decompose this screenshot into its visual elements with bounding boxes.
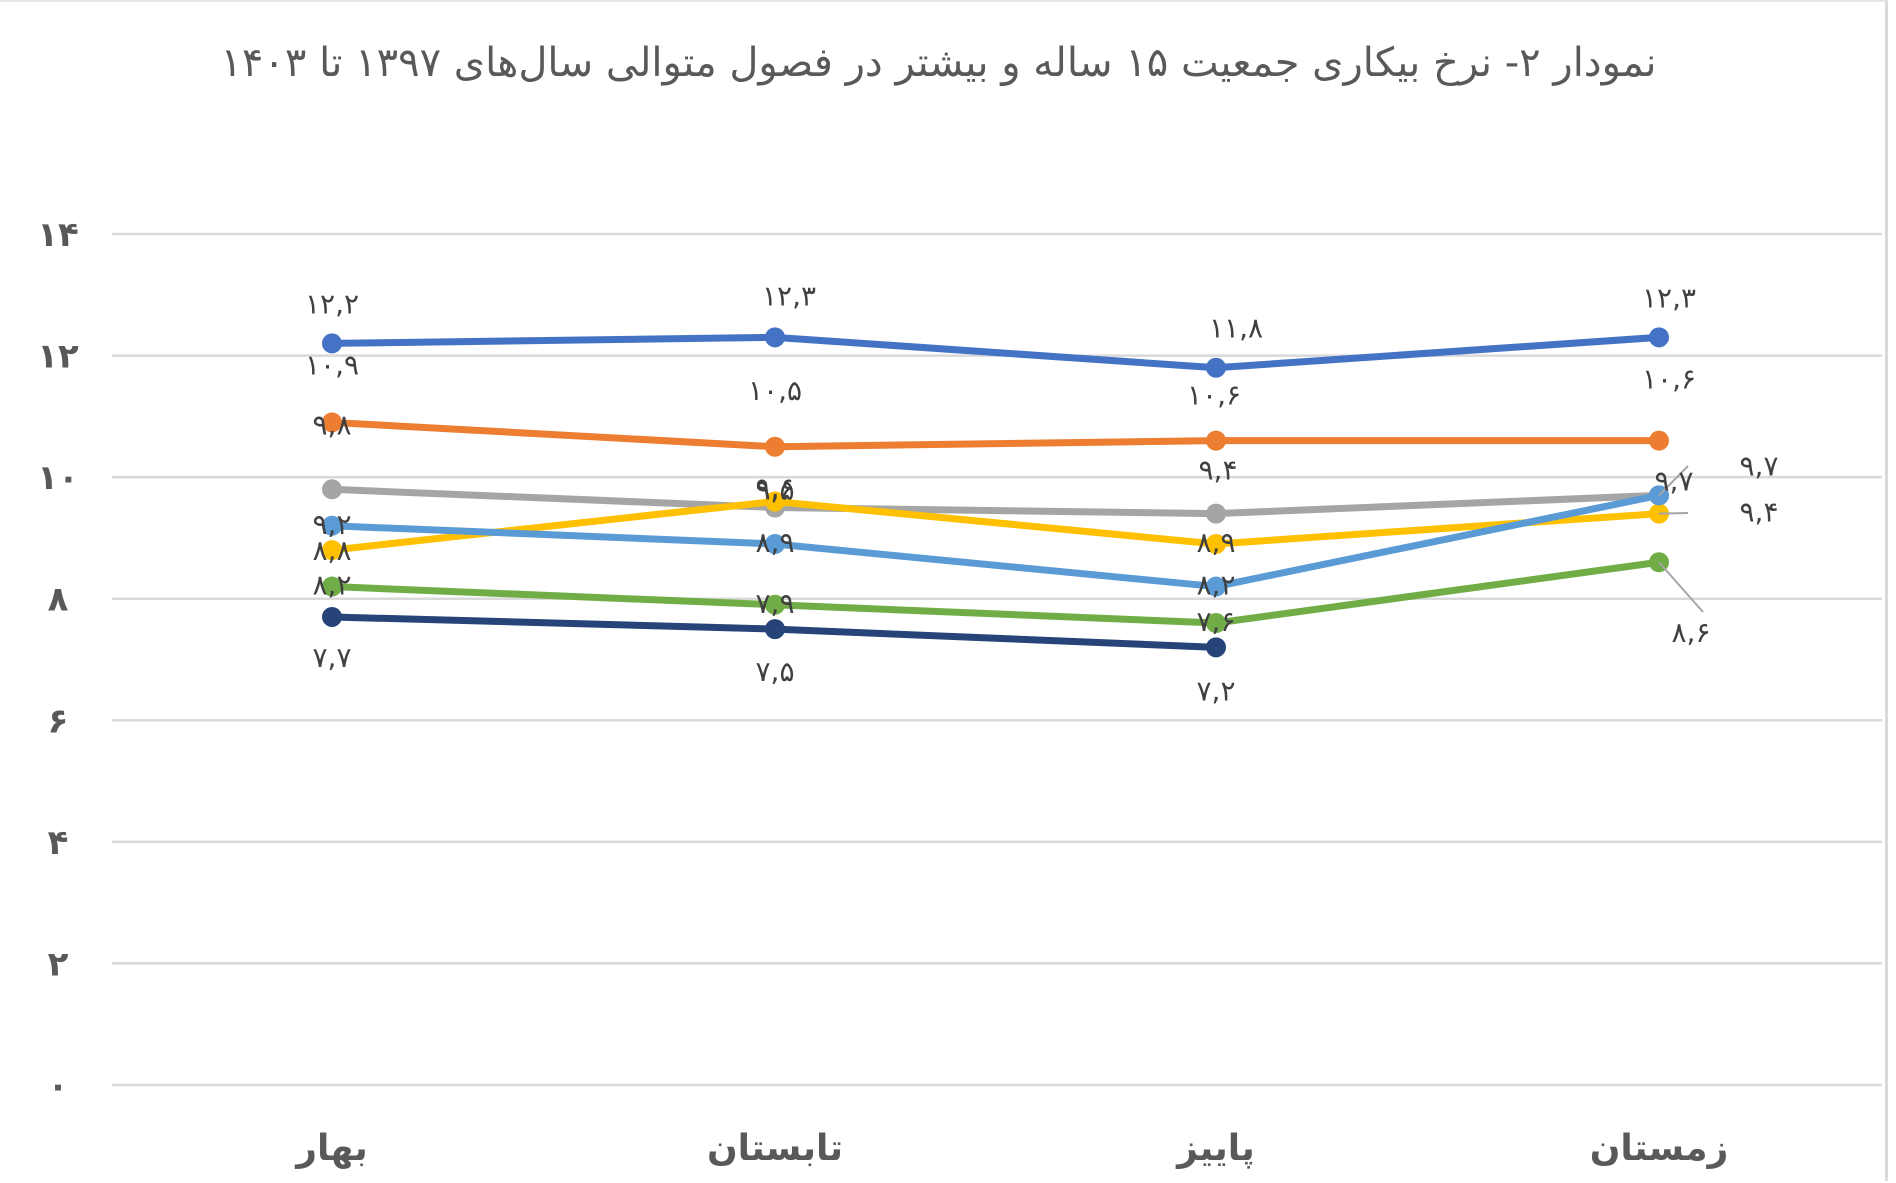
data-point (765, 436, 785, 457)
series-line-1 (328, 418, 1663, 451)
y-tick-label: ۰ (48, 1066, 69, 1106)
data-point (322, 412, 342, 433)
data-label: ۱۲,۲ (305, 287, 359, 320)
x-tick-label: بهار (294, 1128, 368, 1169)
data-point (1206, 503, 1226, 524)
data-point (1206, 613, 1226, 634)
data-point (1649, 430, 1669, 451)
data-point (322, 576, 342, 597)
data-label: ۱۲,۳ (1642, 281, 1696, 314)
data-label: ۸,۲ (313, 569, 352, 602)
x-tick-label: پاییز (1175, 1128, 1255, 1169)
data-label: ۹,۵ (756, 474, 795, 507)
y-tick-label: ۱۰ (37, 458, 79, 498)
data-point (1649, 327, 1669, 348)
data-label: ۱۰,۶ (1642, 363, 1696, 396)
data-label: ۷,۶ (1197, 605, 1236, 638)
data-point (1206, 534, 1226, 555)
leader-line (1658, 465, 1689, 497)
y-tick-label: ۶ (48, 701, 69, 741)
data-point (322, 540, 342, 561)
data-label: ۹,۷ (1740, 449, 1779, 482)
series-line-2 (328, 485, 1663, 518)
data-label: ۹,۴ (1199, 454, 1238, 487)
data-label: ۸,۸ (313, 534, 352, 567)
data-point (765, 491, 785, 512)
series-line-0 (328, 333, 1663, 372)
data-point (1206, 637, 1226, 658)
data-label: ۱۰,۶ (1187, 379, 1241, 412)
y-tick-label: ۸ (48, 580, 69, 620)
leader-line (1658, 561, 1704, 613)
data-point (322, 515, 342, 536)
data-label: ۹,۸ (313, 408, 352, 441)
data-point (765, 327, 785, 348)
data-label: ۸,۹ (1197, 526, 1236, 559)
data-label: ۹,۴ (1740, 496, 1779, 529)
data-label: ۷,۷ (313, 641, 352, 674)
data-point (765, 619, 785, 640)
y-tick-label: ۲ (48, 944, 69, 984)
data-label: ۸,۲ (1197, 569, 1236, 602)
data-label: ۷,۹ (756, 587, 795, 620)
data-label: ۱۱,۸ (1209, 312, 1263, 345)
series-line-4 (328, 491, 1663, 591)
data-point (1206, 430, 1226, 451)
data-label: ۸,۶ (1672, 616, 1711, 649)
data-point (765, 594, 785, 615)
data-label: ۹,۶ (756, 471, 795, 504)
y-tick-label: ۱۲ (37, 337, 79, 377)
chart-title: نمودار ۲- نرخ بیکاری جمعیت ۱۵ ساله و بیش… (220, 40, 1657, 86)
data-point (322, 606, 342, 627)
y-tick-label: ۱۴ (37, 215, 79, 255)
data-label: ۹,۷ (1655, 464, 1694, 497)
data-point (322, 333, 342, 354)
data-label: ۱۰,۹ (305, 348, 359, 381)
data-label: ۸,۹ (756, 526, 795, 559)
leader-line (1658, 512, 1689, 515)
series-line-5 (328, 558, 1663, 627)
x-tick-label: زمستان (1590, 1128, 1729, 1169)
y-tick-label: ۴ (48, 823, 69, 863)
data-label: ۷,۵ (756, 655, 795, 688)
data-point (1206, 576, 1226, 597)
series-line-3 (328, 497, 1663, 554)
data-label: ۱۲,۳ (762, 279, 816, 312)
data-point (765, 534, 785, 555)
data-label: ۷,۲ (1197, 674, 1236, 707)
data-label: ۱۰,۵ (748, 374, 802, 407)
data-label: ۹,۲ (313, 508, 352, 541)
data-point (322, 479, 342, 500)
data-point (1206, 357, 1226, 378)
x-tick-label: تابستان (707, 1128, 843, 1169)
